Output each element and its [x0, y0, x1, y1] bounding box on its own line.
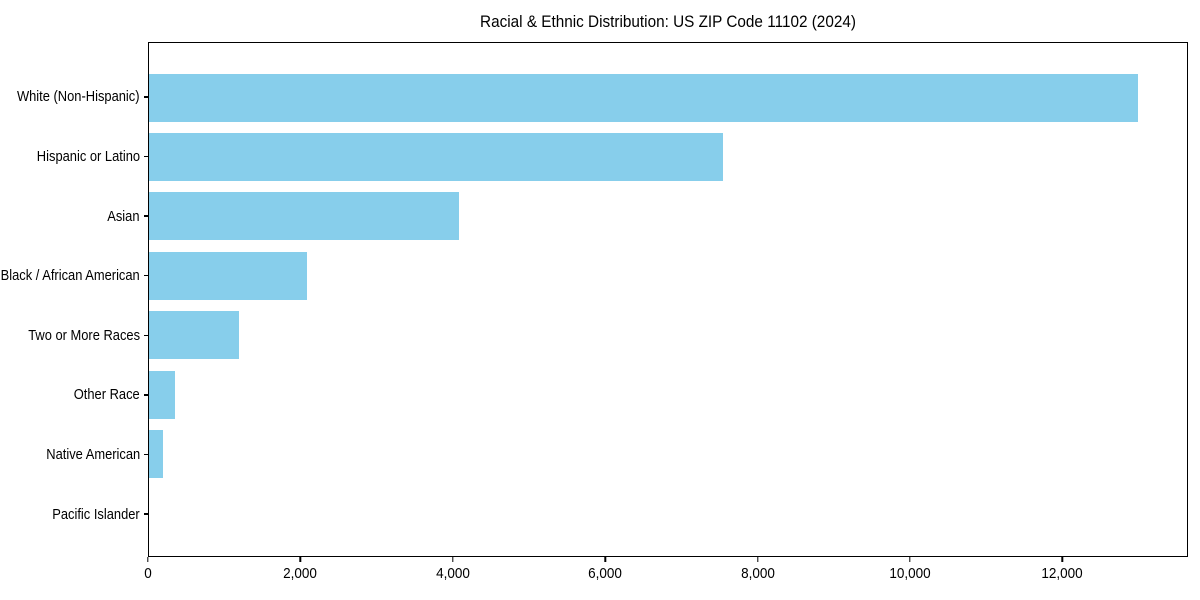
y-tick-label: Black / African American [0, 267, 140, 285]
y-axis-row: Two or More Races [0, 306, 148, 366]
x-axis: 0 2,000 4,000 6,000 8,000 10,000 12,000 [144, 557, 1188, 593]
bar-row [149, 187, 1187, 246]
x-tick-label: 4,000 [435, 565, 470, 582]
x-tick-label: 6,000 [588, 565, 623, 582]
bar-row [149, 365, 1187, 424]
y-axis-row: Black / African American [0, 246, 148, 306]
y-tick-mark [144, 96, 148, 98]
y-axis-row: White (Non-Hispanic) [0, 67, 148, 127]
plot-area [148, 42, 1188, 557]
bar [149, 133, 724, 182]
bar-row [149, 246, 1187, 305]
y-tick-mark [144, 453, 148, 456]
y-axis-row: Other Race [0, 365, 148, 425]
bar-row [149, 484, 1187, 543]
bars-container [149, 68, 1187, 543]
y-axis-row: Asian [0, 186, 148, 246]
bar [149, 73, 1138, 122]
y-axis-row: Native American [0, 425, 148, 485]
bar [149, 311, 239, 360]
x-tick-mark [452, 557, 454, 562]
x-tick-mark [299, 557, 302, 562]
y-tick-label: Other Race [74, 386, 140, 404]
y-tick-label: White (Non-Hispanic) [17, 88, 140, 106]
y-tick-mark [144, 215, 148, 217]
x-tick-label: 0 [144, 565, 152, 582]
bar [149, 192, 460, 241]
y-axis: White (Non-Hispanic) Hispanic or Latino As… [0, 67, 148, 544]
bar [149, 370, 175, 419]
x-tick-mark [1061, 557, 1063, 562]
y-axis-row: Hispanic or Latino [0, 127, 148, 187]
y-tick-mark [144, 274, 148, 277]
x-tick-label: 10,000 [889, 565, 931, 582]
y-tick-mark [144, 513, 148, 515]
x-tick-mark [147, 557, 149, 562]
x-tick-label: 12,000 [1041, 565, 1083, 582]
x-tick-label: 2,000 [283, 565, 318, 582]
y-tick-mark [144, 334, 148, 336]
bar-row [149, 424, 1187, 483]
y-tick-label: Two or More Races [28, 326, 140, 344]
x-tick-mark [604, 557, 606, 562]
y-tick-mark [144, 155, 148, 158]
chart-title: Racial & Ethnic Distribution: US ZIP Cod… [480, 12, 856, 31]
x-tick-label: 8,000 [740, 565, 775, 582]
x-tick-mark [756, 557, 759, 562]
y-tick-mark [144, 394, 148, 396]
x-tick-mark [909, 557, 911, 562]
bar-row [149, 68, 1187, 127]
y-tick-label: Pacific Islander [52, 505, 140, 523]
bar-row [149, 127, 1187, 186]
y-tick-label: Asian [107, 207, 140, 225]
bar [149, 429, 164, 478]
y-axis-row: Pacific Islander [0, 484, 148, 544]
bar [149, 251, 308, 300]
y-tick-label: Hispanic or Latino [36, 147, 140, 165]
bar-row [149, 306, 1187, 365]
y-tick-label: Native American [46, 446, 140, 464]
